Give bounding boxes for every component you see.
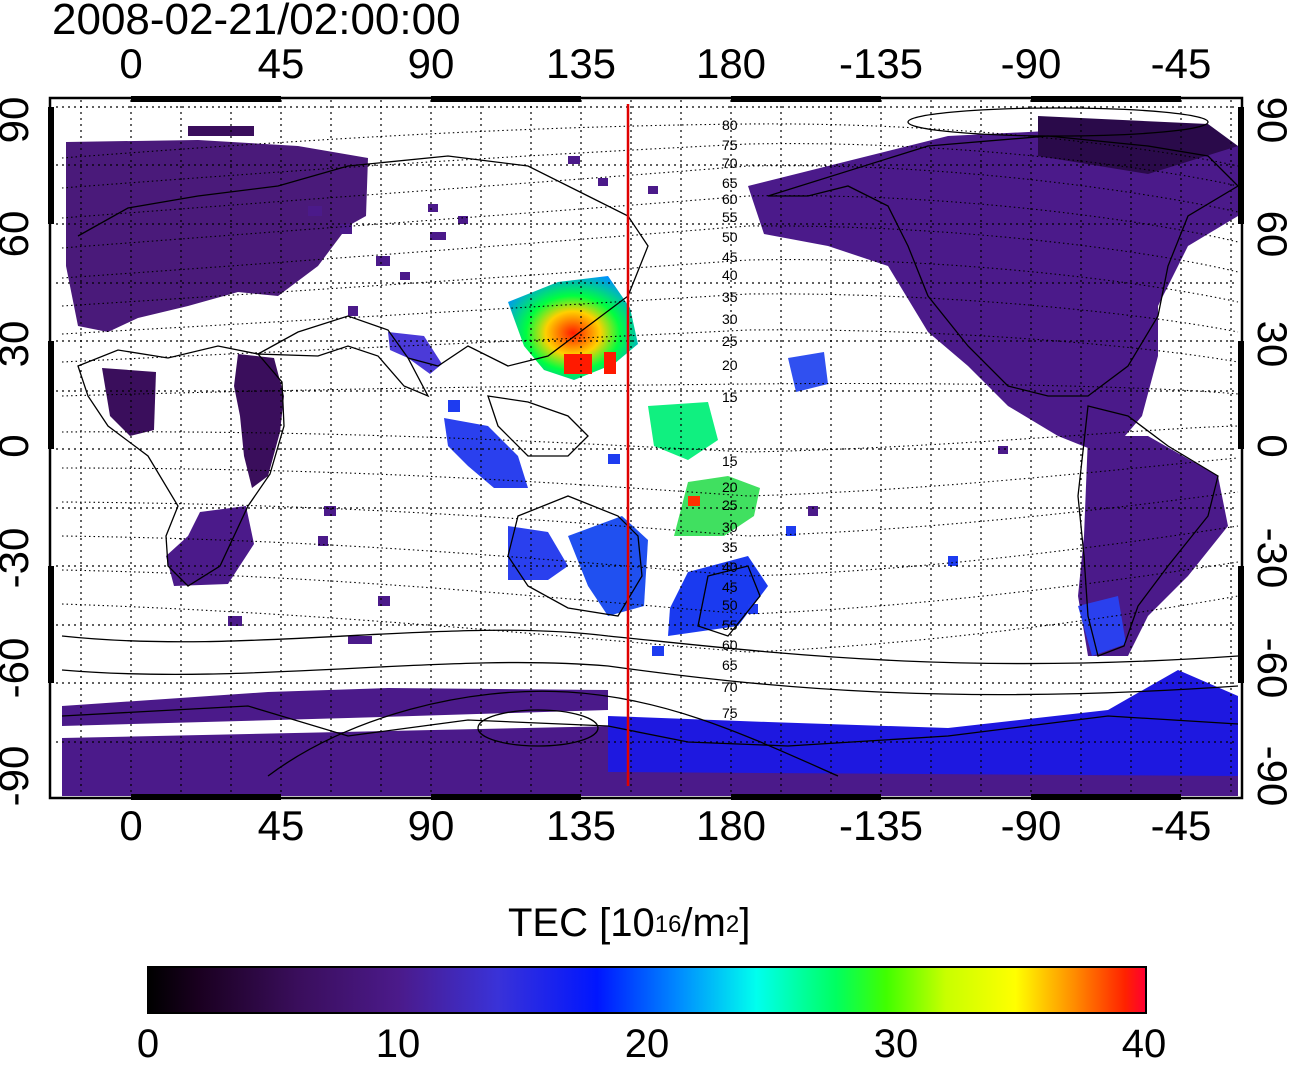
right-y-tick: -30 <box>1249 527 1292 589</box>
right-y-tick: 90 <box>1249 96 1292 144</box>
colorbar-label-text: TEC [10 <box>508 901 655 945</box>
contour-label: 15 <box>722 453 738 469</box>
contour-label: 30 <box>722 311 738 327</box>
contour-label: 60 <box>722 191 738 207</box>
colorbar-title: TEC [1016/m2] <box>508 900 750 946</box>
colorbar-tick: 30 <box>873 1022 919 1066</box>
tec-region-patagonia <box>1078 596 1126 656</box>
colorbar-label-exponent: 16 <box>654 911 682 938</box>
left-y-tick: -60 <box>0 637 37 699</box>
tec-region-west-africa <box>102 368 156 436</box>
tec-scattered-cells-blue <box>448 400 958 656</box>
left-y-tick: 60 <box>0 210 37 258</box>
tec-region-south-pacific <box>674 476 760 536</box>
contour-label: 25 <box>722 497 738 513</box>
colorbar-tick: 0 <box>136 1022 160 1066</box>
top-x-tick: 90 <box>407 40 455 87</box>
colorbar-label-unit: /m <box>681 901 726 945</box>
right-y-tick: -90 <box>1249 745 1292 807</box>
contour-label: 15 <box>722 389 738 405</box>
tec-region-north-america <box>748 126 1238 456</box>
contour-label: 30 <box>722 519 738 535</box>
left-y-tick: -90 <box>0 745 37 807</box>
contour-label: 20 <box>722 357 738 373</box>
bottom-x-tick: 180 <box>695 802 767 849</box>
top-x-tick: 45 <box>257 40 305 87</box>
contour-label: 70 <box>722 155 738 171</box>
contour-label: 80 <box>722 117 738 133</box>
contour-label: 50 <box>722 229 738 245</box>
contour-label: 60 <box>722 637 738 653</box>
bottom-x-tick: 45 <box>257 802 305 849</box>
contour-labels-south: 15 20 25 30 35 40 45 50 55 60 65 70 75 <box>722 453 738 721</box>
left-y-tick: -30 <box>0 527 37 589</box>
tec-region-africa <box>234 354 284 488</box>
magnetic-latitude-contours <box>61 123 1239 653</box>
left-y-tick: 90 <box>0 96 37 144</box>
tec-hotspot-peak <box>564 354 592 374</box>
contour-label: 70 <box>722 679 738 695</box>
tec-region-new-zealand <box>668 556 768 636</box>
bottom-x-tick: -90 <box>1000 802 1062 849</box>
colorbar-tick: 20 <box>624 1022 670 1066</box>
auroral-contours <box>61 107 1239 777</box>
tec-region-hawaii <box>788 352 828 392</box>
coastlines <box>61 135 1240 747</box>
right-y-tick: 30 <box>1249 320 1292 368</box>
contour-label: 50 <box>722 597 738 613</box>
tec-region-antarctic-coast <box>62 688 608 726</box>
top-x-tick: -90 <box>1000 40 1062 87</box>
colorbar-tick: 40 <box>1121 1022 1167 1066</box>
colorbar-label-close: ] <box>739 901 751 945</box>
colorbar-tick: 10 <box>375 1022 421 1066</box>
contour-label: 45 <box>722 579 738 595</box>
tec-world-map: 80 75 70 65 60 55 50 45 40 35 30 25 20 1… <box>48 96 1244 800</box>
tec-hotspot-peak <box>688 496 700 506</box>
top-x-tick: -45 <box>1150 40 1212 87</box>
right-y-tick: -60 <box>1249 637 1292 699</box>
bottom-x-tick: -45 <box>1150 802 1212 849</box>
left-y-tick: 0 <box>0 406 37 486</box>
contour-label: 20 <box>722 479 738 495</box>
contour-label: 55 <box>722 209 738 225</box>
tec-region-australia-west <box>508 526 568 580</box>
tec-region-indonesia <box>444 418 528 488</box>
tec-region-eurasia <box>66 140 368 332</box>
contour-label: 40 <box>722 267 738 283</box>
top-x-tick: 135 <box>545 40 617 87</box>
map-grid <box>56 100 1236 796</box>
tec-colorbar <box>147 966 1147 1014</box>
tec-region-india <box>388 332 442 374</box>
top-x-tick: 0 <box>119 40 143 87</box>
tec-region-arctic <box>188 126 254 136</box>
contour-label: 45 <box>722 249 738 265</box>
contour-label: 65 <box>722 175 738 191</box>
contour-label: 35 <box>722 289 738 305</box>
map-frame-ticks <box>48 96 1244 800</box>
left-y-tick: 30 <box>0 320 37 368</box>
bottom-x-tick: -135 <box>838 802 924 849</box>
contour-label: 65 <box>722 657 738 673</box>
contour-labels-north: 80 75 70 65 60 55 50 45 40 35 30 25 20 1… <box>722 117 738 405</box>
bottom-x-tick: 135 <box>545 802 617 849</box>
top-x-tick: 180 <box>695 40 767 87</box>
right-y-tick: 0 <box>1249 434 1292 458</box>
tec-scattered-cells <box>228 156 1140 644</box>
tec-hotspot-peak <box>604 352 616 374</box>
contour-label: 75 <box>722 705 738 721</box>
contour-label: 35 <box>722 539 738 555</box>
bottom-x-tick: 0 <box>119 802 143 849</box>
top-x-tick: -135 <box>838 40 924 87</box>
tec-region-antarctica-high <box>608 670 1238 776</box>
contour-label: 75 <box>722 137 738 153</box>
map-timestamp-title: 2008-02-21/02:00:00 <box>52 0 461 44</box>
right-y-tick: 60 <box>1249 210 1292 258</box>
contour-label: 55 <box>722 617 738 633</box>
contour-label: 40 <box>722 559 738 575</box>
contour-label: 25 <box>722 333 738 349</box>
bottom-x-tick: 90 <box>407 802 455 849</box>
colorbar-label-unit-exponent: 2 <box>725 911 740 938</box>
tec-region-west-pacific <box>648 402 718 460</box>
